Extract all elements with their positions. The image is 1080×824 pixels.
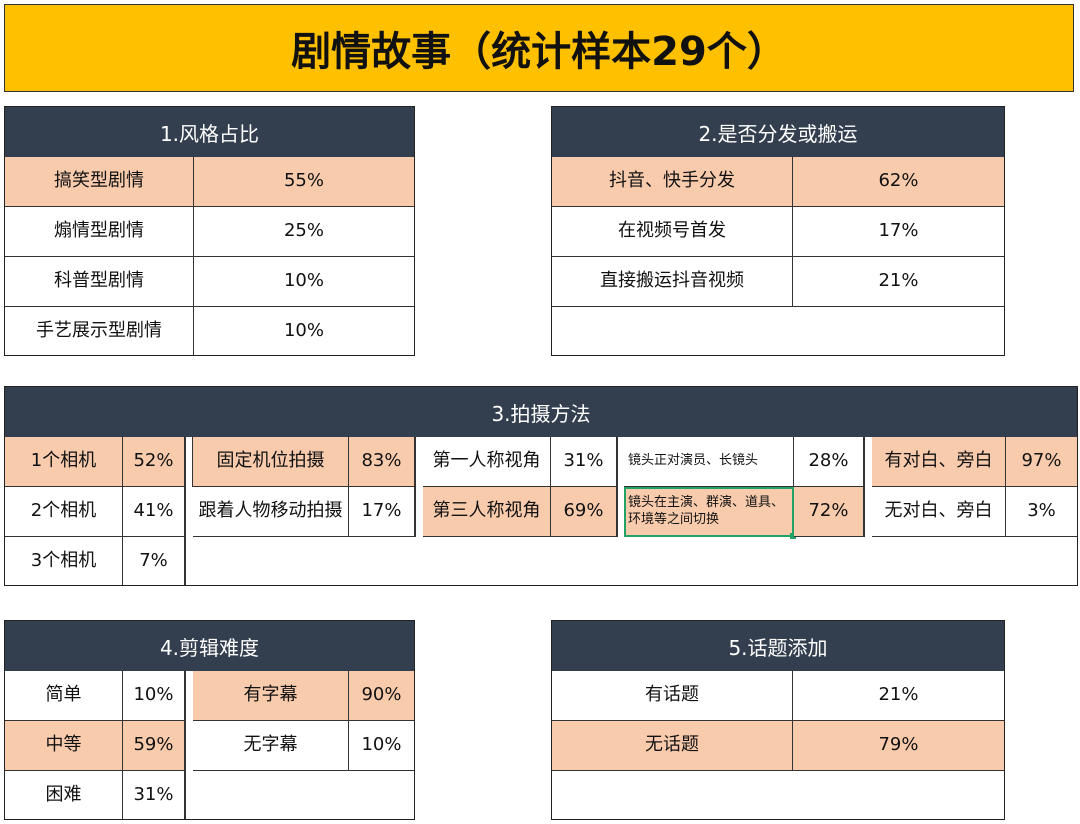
table-cell-label[interactable]: 无对白、旁白: [872, 487, 1006, 537]
table-cell-value[interactable]: 79%: [793, 721, 1004, 771]
table-cell-value[interactable]: 31%: [551, 437, 617, 487]
topic-table: 5.话题添加 有话题 21% 无话题 79%: [551, 620, 1005, 820]
table-cell-label[interactable]: 有对白、旁白: [872, 437, 1006, 487]
table-cell-label[interactable]: 有字幕: [193, 671, 349, 721]
table-cell-label[interactable]: 1个相机: [5, 437, 123, 487]
table-cell-value[interactable]: 25%: [194, 207, 414, 257]
table-cell-label[interactable]: 困难: [5, 771, 123, 819]
shooting-method-table: 3.拍摄方法 1个相机 52% 2个相机 41% 3个相机 7% 固定机位拍摄 …: [4, 386, 1078, 586]
table-cell-value[interactable]: 10%: [123, 671, 185, 721]
table-cell-value[interactable]: 83%: [349, 437, 415, 487]
group-separator: [617, 437, 625, 537]
table-cell-value[interactable]: 3%: [1006, 487, 1077, 537]
group-separator: [185, 437, 193, 487]
table-cell-value[interactable]: 10%: [194, 307, 414, 355]
table-cell-value[interactable]: 21%: [793, 671, 1004, 721]
table-cell-value[interactable]: 28%: [794, 437, 864, 487]
table-cell-value[interactable]: 72%: [794, 487, 864, 537]
table-cell-value[interactable]: 69%: [551, 487, 617, 537]
table-cell-label[interactable]: 第三人称视角: [423, 487, 551, 537]
table-cell-label[interactable]: 煽情型剧情: [5, 207, 194, 257]
table-cell-value[interactable]: 17%: [349, 487, 415, 537]
table-cell-label[interactable]: 搞笑型剧情: [5, 157, 194, 207]
table-cell-label[interactable]: 有话题: [552, 671, 793, 721]
editing-difficulty-header: 4.剪辑难度: [5, 621, 414, 671]
table-cell-label[interactable]: 在视频号首发: [552, 207, 793, 257]
table-cell-label[interactable]: 3个相机: [5, 537, 123, 585]
table-cell-value[interactable]: 59%: [123, 721, 185, 771]
distribution-header: 2.是否分发或搬运: [552, 107, 1004, 157]
editing-difficulty-table: 4.剪辑难度 简单 10% 中等 59% 困难 31% 有字幕 90% 无字幕 …: [4, 620, 415, 820]
style-share-table: 1.风格占比 搞笑型剧情 55% 煽情型剧情 25% 科普型剧情 10% 手艺展…: [4, 106, 415, 356]
table-cell-label[interactable]: 跟着人物移动拍摄: [193, 487, 349, 537]
group-separator: [185, 487, 194, 585]
table-cell-value[interactable]: 10%: [349, 721, 414, 771]
table-cell-value[interactable]: 31%: [123, 771, 185, 819]
table-cell-value[interactable]: 7%: [123, 537, 185, 585]
shooting-method-header: 3.拍摄方法: [5, 387, 1077, 437]
table-cell-label[interactable]: 无字幕: [193, 721, 349, 771]
topic-header: 5.话题添加: [552, 621, 1004, 671]
group-separator: [415, 437, 424, 537]
table-cell-label[interactable]: 中等: [5, 721, 123, 771]
page-title: 剧情故事（统计样本29个）: [4, 4, 1074, 92]
group-separator: [185, 671, 194, 819]
table-cell-label[interactable]: 手艺展示型剧情: [5, 307, 194, 355]
table-cell-label[interactable]: 无话题: [552, 721, 793, 771]
group-separator: [864, 437, 873, 537]
table-cell-value[interactable]: 41%: [123, 487, 185, 537]
table-cell-value[interactable]: 55%: [194, 157, 414, 207]
table-cell-label[interactable]: 2个相机: [5, 487, 123, 537]
table-cell-label[interactable]: 镜头正对演员、长镜头: [624, 437, 794, 487]
selection-fill-handle[interactable]: [790, 533, 796, 539]
table-cell-label[interactable]: 抖音、快手分发: [552, 157, 793, 207]
table-cell-label[interactable]: 科普型剧情: [5, 257, 194, 307]
style-share-header: 1.风格占比: [5, 107, 414, 157]
table-cell-label-selected[interactable]: 镜头在主演、群演、道具、环境等之间切换: [624, 487, 794, 537]
table-cell-value[interactable]: 90%: [349, 671, 414, 721]
table-cell-label[interactable]: 直接搬运抖音视频: [552, 257, 793, 307]
table-cell-label[interactable]: 第一人称视角: [423, 437, 551, 487]
distribution-table: 2.是否分发或搬运 抖音、快手分发 62% 在视频号首发 17% 直接搬运抖音视…: [551, 106, 1005, 356]
table-cell-value[interactable]: 10%: [194, 257, 414, 307]
table-cell-value[interactable]: 62%: [793, 157, 1004, 207]
table-cell-value[interactable]: 17%: [793, 207, 1004, 257]
table-cell-value[interactable]: 21%: [793, 257, 1004, 307]
table-cell-label[interactable]: 固定机位拍摄: [193, 437, 349, 487]
table-cell-value[interactable]: 52%: [123, 437, 185, 487]
table-cell-label[interactable]: 简单: [5, 671, 123, 721]
table-cell-value[interactable]: 97%: [1006, 437, 1077, 487]
